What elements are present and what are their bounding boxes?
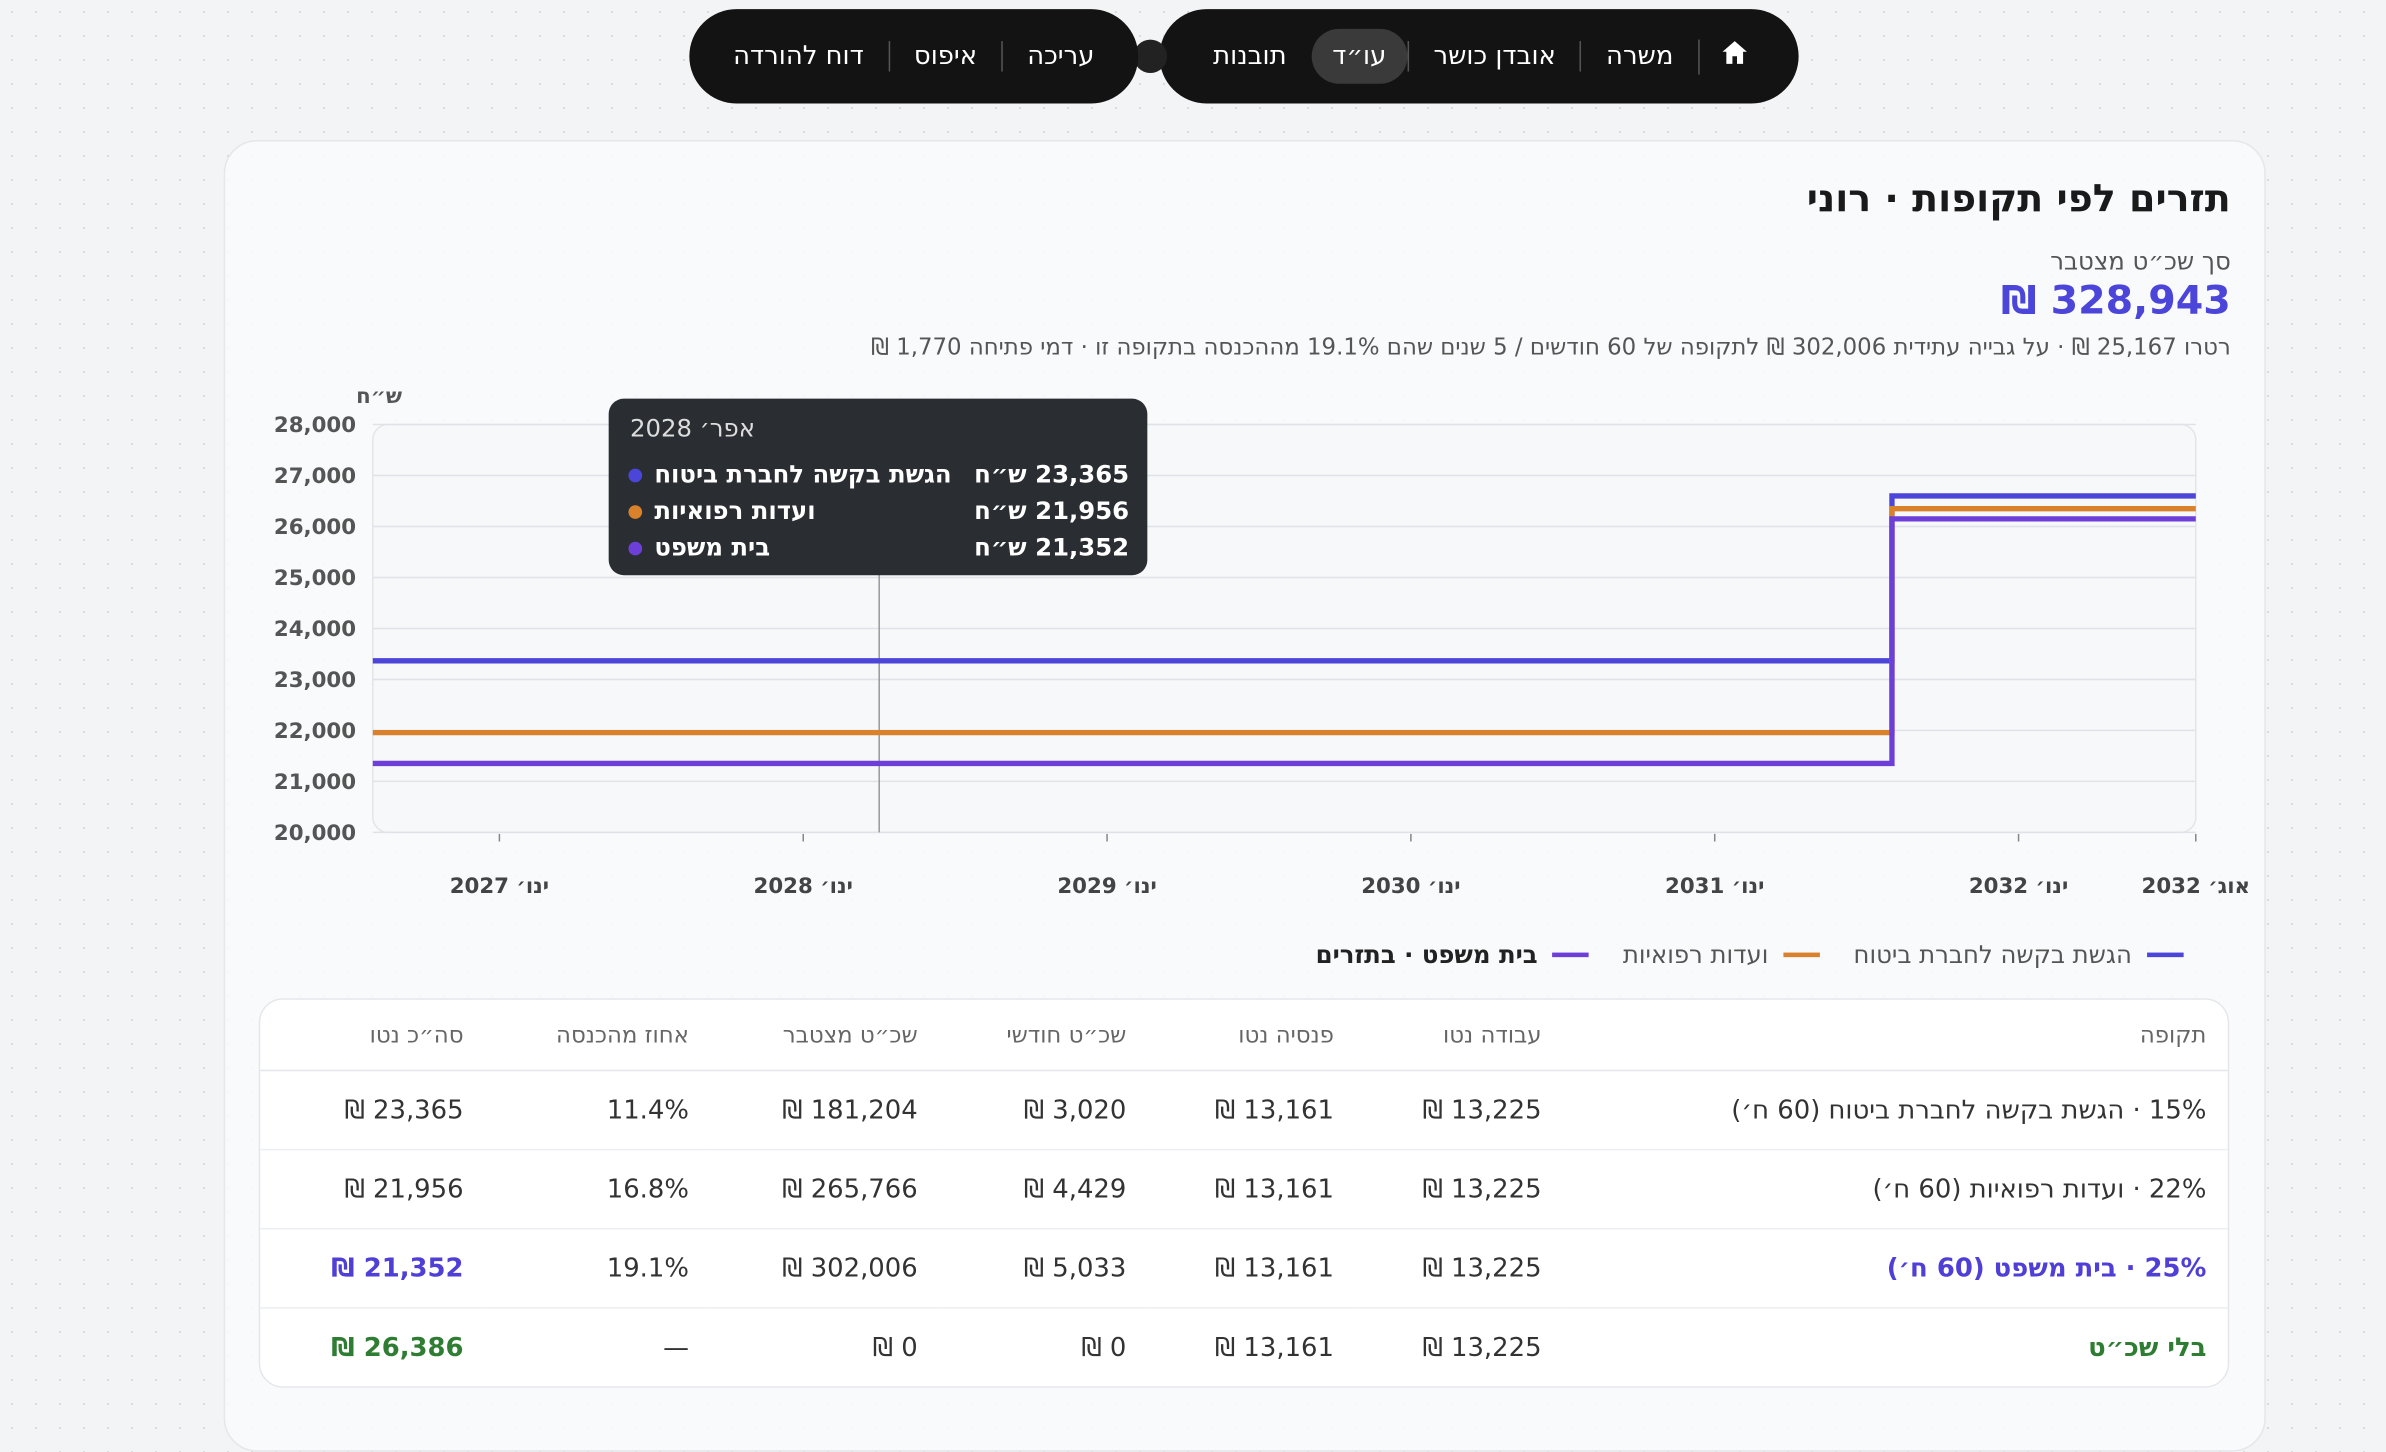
y-tick-label: 25,000 — [274, 566, 356, 591]
action-bar: עריכה איפוס דוח להורדה — [689, 9, 1139, 104]
table-cell: 11.4% — [484, 1071, 711, 1151]
x-tick-label: ינו׳ 2032 — [1969, 874, 2068, 899]
table-row: 25% · בית משפט (60 ח׳) 13,225 ₪ 13,161 ₪ 5,… — [260, 1230, 2228, 1309]
column-header: תקופה — [1562, 1000, 2228, 1072]
action-button[interactable]: דוח להורדה — [733, 41, 864, 72]
table-cell: 13,161 ₪ — [1214, 1332, 1334, 1363]
table-cell: 13,161 ₪ — [1147, 1230, 1356, 1309]
tab-bar: משרה אובדן כושר עו״ד תובנות — [1159, 9, 1799, 104]
x-tick-label: ינו׳ 2030 — [1361, 874, 1460, 899]
table-cell: 3,020 ₪ — [938, 1071, 1148, 1151]
table-cell: 0 ₪ — [872, 1332, 918, 1363]
table-cell: 5,033 ₪ — [938, 1230, 1148, 1309]
summary: רטרו 25,167 ₪ · על גבייה עתידית 302,006 … — [871, 333, 2231, 361]
y-tick-label: 27,000 — [274, 464, 356, 489]
legend-swatch — [2147, 952, 2184, 958]
table-cell: 13,161 ₪ — [1147, 1150, 1356, 1230]
x-tick-label: ינו׳ 2028 — [754, 874, 853, 899]
y-unit: ש״ח — [356, 384, 402, 409]
table-cell: 21,352 ₪ — [260, 1230, 485, 1309]
tooltip-series: בית משפט — [654, 532, 771, 562]
table-cell: בלי שכ״ט — [2088, 1332, 2207, 1363]
table: תקופה עבודה נטו פנסיה נטו שכ״ט חודשי שכ״ט מצ… — [258, 998, 2230, 1388]
legend-label: בית משפט · בתזרים — [1315, 940, 1538, 970]
legend-swatch — [1783, 952, 1821, 958]
column-header: שכ״ט מצטבר — [710, 1000, 939, 1072]
nav-divider — [1133, 39, 1168, 74]
tooltip-title: אפר׳ 2028 — [629, 413, 756, 443]
table-cell: 13,225 ₪ — [1355, 1071, 1563, 1151]
table-cell: 25% · בית משפט (60 ח׳) — [1562, 1230, 2228, 1309]
legend-item[interactable]: בית משפט · בתזרים — [1316, 940, 1590, 969]
table-cell: 181,204 ₪ — [710, 1071, 939, 1151]
table-cell: 21,956 ₪ — [260, 1150, 485, 1230]
y-tick-label: 24,000 — [274, 617, 356, 642]
home-icon — [1722, 40, 1747, 64]
table-cell: 0 ₪ — [1081, 1332, 1127, 1363]
y-tick-label: 26,000 — [274, 515, 356, 540]
x-tick-label: ינו׳ 2029 — [1057, 874, 1156, 899]
legend-item[interactable]: הגשת בקשה לחברת ביטוח — [1854, 940, 2184, 969]
tooltip-value: 23,365 ש״ח — [974, 459, 1130, 489]
nav-tab[interactable]: אובדן כושר — [1407, 41, 1581, 72]
y-tick-label: 22,000 — [274, 719, 356, 744]
column-header: פנסיה נטו — [1147, 1000, 1356, 1072]
action-button[interactable]: איפוס — [888, 41, 1001, 72]
home-button[interactable] — [1697, 38, 1770, 74]
nav-tab[interactable]: משרה — [1580, 41, 1698, 72]
table-cell: — — [663, 1332, 689, 1363]
column-header: אחוז מהכנסה — [484, 1000, 711, 1072]
table-cell: 19.1% — [484, 1230, 711, 1309]
table-cell: 13,225 ₪ — [1355, 1150, 1563, 1230]
x-tick-label: ינו׳ 2027 — [450, 874, 549, 899]
x-tick-label: אוג׳ 2032 — [2142, 874, 2250, 899]
y-tick-label: 20,000 — [274, 821, 356, 846]
total-value: 328,943 ₪ — [2001, 278, 2231, 325]
table-cell: 26,386 ₪ — [331, 1332, 464, 1363]
table-cell: 13,225 ₪ — [1355, 1230, 1563, 1309]
y-tick-label: 23,000 — [274, 668, 356, 693]
table-cell: 23,365 ₪ — [260, 1071, 485, 1151]
series-line — [372, 516, 2196, 767]
legend-swatch — [1552, 952, 1590, 958]
nav-tab[interactable]: תובנות — [1213, 41, 1287, 72]
page-title: תזרים לפי תקופות · רוני — [1806, 176, 2231, 221]
table-row: 22% · ועדות רפואיות (60 ח׳) 13,225 ₪ 13,16… — [260, 1150, 2228, 1230]
table-cell: 15% · הגשת בקשה לחברת ביטוח (60 ח׳) — [1562, 1071, 2228, 1151]
table-row: 15% · הגשת בקשה לחברת ביטוח (60 ח׳) 13,22… — [260, 1071, 2228, 1151]
column-header: עבודה נטו — [1355, 1000, 1563, 1072]
column-header: סה״כ נטו — [260, 1000, 485, 1072]
tooltip: אפר׳ 2028 הגשת בקשה לחברת ביטוח 23,365 ש״… — [608, 398, 1148, 576]
legend-item[interactable]: ועדות רפואיות — [1622, 940, 1821, 970]
table-cell: 22% · ועדות רפואיות (60 ח׳) — [1562, 1150, 2228, 1230]
legend-label: ועדות רפואיות — [1622, 940, 1769, 970]
tooltip-value: 21,352 ש״ח — [974, 532, 1130, 562]
table-cell: 13,161 ₪ — [1147, 1071, 1356, 1151]
tooltip-value: 21,956 ש״ח — [974, 496, 1130, 525]
tooltip-dot — [628, 505, 643, 519]
table-cell: 302,006 ₪ — [710, 1230, 939, 1309]
tooltip-dot — [628, 541, 643, 556]
table-cell: 4,429 ₪ — [938, 1150, 1148, 1230]
x-tick-label: ינו׳ 2031 — [1665, 874, 1764, 899]
nav-tab[interactable]: עו״ד — [1310, 28, 1408, 84]
table-cell: 16.8% — [484, 1150, 711, 1230]
tooltip-series: הגשת בקשה לחברת ביטוח — [654, 459, 952, 489]
app: משרה אובדן כושר עו״ד תובנות עריכה איפוס דוח ל… — [223, 9, 2266, 1452]
legend-label: הגשת בקשה לחברת ביטוח — [1853, 940, 2132, 970]
y-tick-label: 21,000 — [274, 770, 356, 795]
table-row: בלי שכ״ט 13,225 ₪ 13,161 ₪ 0 ₪ 0 ₪ — 26,386 ₪ — [260, 1309, 2228, 1387]
total-label: סך שכ״ט מצטבר — [2050, 246, 2231, 276]
legend: הגשת בקשה לחברת ביטוח ועדות רפואיות בית מש… — [1316, 940, 2184, 969]
action-button[interactable]: עריכה — [1001, 41, 1118, 72]
column-header: שכ״ט חודשי — [938, 1000, 1148, 1072]
y-tick-label: 28,000 — [274, 413, 356, 438]
table-cell: 13,225 ₪ — [1422, 1332, 1542, 1363]
table-cell: 265,766 ₪ — [710, 1150, 939, 1230]
tooltip-series: ועדות רפואיות — [654, 496, 816, 525]
tooltip-dot — [628, 468, 643, 483]
